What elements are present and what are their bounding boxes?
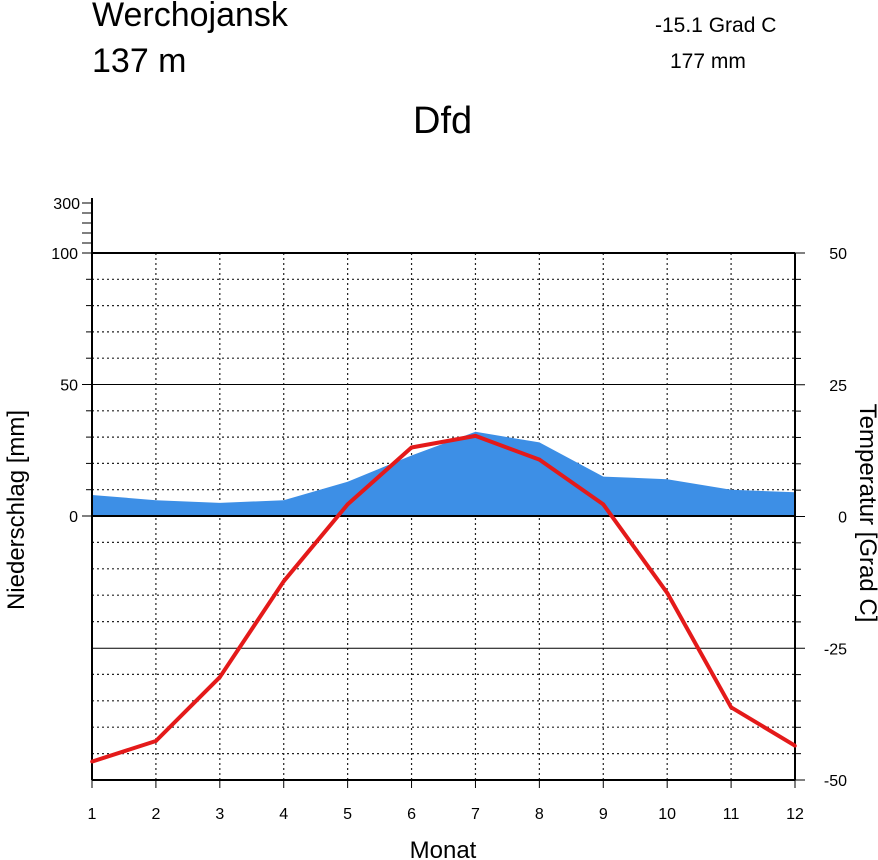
y-tick-label: 100: [51, 246, 78, 263]
station-elevation: 137 m: [92, 42, 187, 80]
climate-classification: Dfd: [413, 100, 473, 142]
x-tick-label: 6: [407, 806, 416, 823]
x-tick-label: 12: [786, 806, 804, 823]
x-tick-label: 3: [215, 806, 224, 823]
temperature-line-layer: [90, 433, 797, 764]
x-tick-label: 11: [723, 806, 740, 823]
x-tick-label: 7: [471, 806, 480, 823]
y-tick-label: 0: [69, 509, 78, 526]
temperature-point: [154, 739, 158, 743]
precipitation-area: [92, 431, 795, 516]
x-tick-label: 10: [658, 806, 676, 823]
x-tick-label: 8: [535, 806, 544, 823]
y-axis-label-right: Temperatur [Grad C]: [854, 404, 878, 623]
x-tick-label: 9: [599, 806, 608, 823]
y-tick-label: 50: [60, 378, 78, 395]
temperature-point: [473, 434, 478, 438]
y-axis-label-left: Niederschlag [mm]: [3, 410, 30, 610]
annual-precipitation: 177 mm: [670, 50, 746, 73]
temperature-point: [729, 705, 733, 710]
temp-tick-label: -25: [824, 641, 847, 658]
temp-tick-label: 0: [838, 510, 847, 527]
temp-tick-label: 25: [829, 378, 847, 395]
x-tick-label: 5: [343, 806, 352, 823]
temperature-point: [218, 675, 222, 680]
x-tick-label: 1: [88, 806, 97, 823]
temperature-point: [793, 743, 797, 748]
temperature-point: [409, 445, 414, 450]
precipitation-area-layer: [91, 431, 796, 516]
temperature-point: [345, 502, 350, 507]
temperature-point: [537, 457, 542, 462]
temp-tick-label: 50: [829, 246, 847, 263]
y-tick-label: 300: [53, 196, 80, 213]
x-tick-label: 4: [279, 806, 288, 823]
station-name: Werchojansk: [92, 0, 288, 34]
temperature-point: [601, 502, 606, 507]
temperature-line: [91, 433, 797, 764]
x-axis-label: Monat: [410, 837, 477, 860]
temperature-point: [281, 579, 286, 584]
temperature-point: [665, 591, 669, 595]
temp-tick-label: -50: [824, 773, 847, 790]
x-tick-label: 2: [151, 806, 160, 823]
axes-layer: [82, 198, 805, 788]
temperature-point: [90, 759, 94, 764]
mean-temperature: -15.1 Grad C: [655, 14, 777, 37]
